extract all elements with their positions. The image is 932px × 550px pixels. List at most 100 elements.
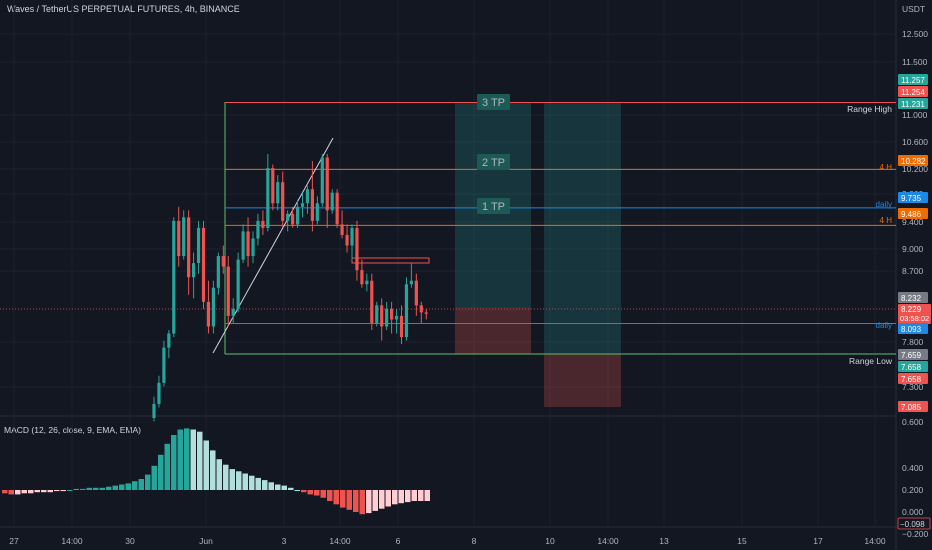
macd-bar [301,490,307,493]
time-tick: 3 [282,536,287,546]
long-position-loss-zone-1[interactable] [455,307,531,354]
candle-body [196,227,201,264]
candle-body [350,227,354,246]
long-position-loss-zone-2[interactable] [544,354,621,407]
macd-bar [73,488,79,490]
macd-bar [80,488,86,490]
price-badge-text: 10.282 [901,157,926,166]
macd-bar [28,490,34,494]
tp1-label: 1 TP [482,201,505,213]
time-axis[interactable]: 27 14:00 30 Jun 3 14:00 6 8 10 14:00 13 … [9,536,886,546]
time-tick: 30 [125,536,135,546]
candle-body [276,182,280,204]
candle-body [390,308,394,320]
resistance-zone[interactable] [351,257,430,264]
macd-bar [2,490,8,494]
macd-bar [132,481,138,490]
macd-bar [184,428,190,490]
candle-body [394,315,399,320]
macd-bar [424,490,430,501]
candle-body [152,403,156,418]
macd-bar [41,490,47,493]
candle-body [256,220,260,239]
candle-body [305,189,310,204]
price-badge-text: 7.658 [901,375,922,384]
macd-bar [268,482,274,490]
price-tick: 7.300 [902,382,924,392]
macd-bar [255,477,261,490]
price-badge-text: 11.254 [901,88,925,97]
long-position-profit-zone-2[interactable] [544,102,621,354]
time-tick: 13 [659,536,669,546]
macd-bar [21,490,27,494]
macd-bar [151,465,157,490]
price-badge [898,86,928,97]
macd-bar [307,490,313,495]
price-badge-text: 7.658 [901,363,922,372]
candle-body [251,238,255,257]
time-tick: 14:00 [61,536,83,546]
candle-body [266,168,270,228]
macd-tick: 0.200 [902,485,924,495]
tp2-label: 2 TP [482,157,505,169]
price-tick: 11.500 [902,57,928,67]
macd-bar [346,490,352,510]
daily-label-top: daily [876,200,892,209]
candle-body [286,213,290,221]
macd-bar [99,487,105,490]
price-badge [898,304,931,324]
candle-body [414,280,418,306]
macd-bar [216,459,222,490]
price-tick: 8.700 [902,266,924,276]
candle-body [271,168,275,204]
candle-body [340,224,344,235]
macd-histogram [2,428,430,515]
candle-body [187,217,191,278]
macd-bar [236,471,242,490]
macd-bar [60,490,66,492]
candle-body [345,234,349,246]
candle-body [399,315,404,338]
macd-bar [93,487,99,490]
macd-bar [281,485,287,490]
macd-bar [340,490,346,508]
candle-body [231,308,235,316]
macd-bar [398,490,404,504]
macd-axis[interactable]: 0.600 0.400 0.200 0.000 −0.200 −0.098 [897,417,931,539]
candle-body [424,312,428,314]
time-tick: 6 [396,536,401,546]
macd-bar [145,474,151,490]
symbol-title: Waves / TetherUS PERPETUAL FUTURES, 4h, … [7,4,240,14]
macd-tick: 0.400 [902,463,924,473]
price-badge [898,401,928,412]
time-tick: 27 [9,536,19,546]
macd-bar [138,479,144,490]
macd-bar [15,490,21,495]
candle-body [409,280,413,285]
macd-bar [177,429,183,490]
price-badge-text: 9.486 [901,210,922,219]
macd-bar [210,450,216,490]
candle-body [221,256,225,267]
price-badge [898,323,928,334]
macd-bar [197,431,203,490]
grid [0,0,896,527]
macd-bar [314,490,320,496]
macd-bar [353,490,359,512]
macd-bar [333,490,339,505]
macd-bar [190,429,196,490]
price-tick: 12.500 [902,29,928,39]
candle-body [320,157,324,204]
candle-body [206,301,211,327]
macd-bar [288,487,294,490]
macd-bar [112,485,118,490]
macd-bar [411,490,417,501]
candle-body [216,256,220,288]
candle-body [380,305,384,327]
macd-bar [86,487,92,490]
four-h-label-top: 4 H [880,163,893,172]
price-badge-text: 7.659 [901,351,922,360]
price-badge [898,361,928,372]
macd-bar [372,490,378,511]
